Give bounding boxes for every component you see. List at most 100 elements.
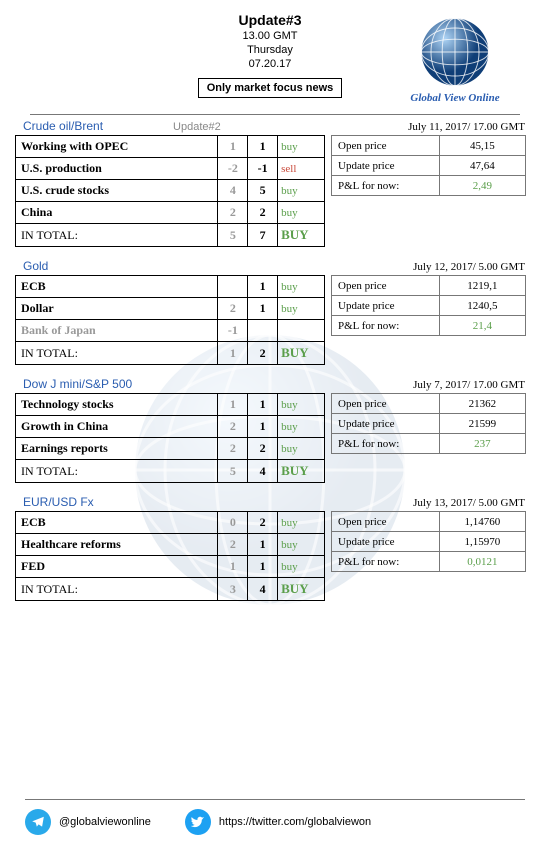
total-row: IN TOTAL:54BUY <box>16 460 325 483</box>
total-col1: 5 <box>218 460 248 483</box>
row-col1: 2 <box>218 202 248 224</box>
row-label: Working with OPEC <box>16 136 218 158</box>
section-update-tag: Update#2 <box>173 121 221 133</box>
market-section: EUR/USD FxJuly 13, 2017/ 5.00 GMTECB02bu… <box>0 495 550 601</box>
row-col2: 1 <box>248 416 278 438</box>
logo: Global View Online <box>390 12 520 104</box>
row-col1: 2 <box>218 416 248 438</box>
row-col1: 0 <box>218 512 248 534</box>
total-col2: 4 <box>248 460 278 483</box>
row-action: buy <box>278 136 325 158</box>
open-price-label: Open price <box>332 136 440 156</box>
pnl-value: 21,4 <box>439 316 525 336</box>
update-price-label: Update price <box>332 156 440 176</box>
row-col1: -1 <box>218 320 248 342</box>
twitter-icon[interactable] <box>185 809 211 835</box>
table-row: Open price21362 <box>332 394 526 414</box>
row-col2: 2 <box>248 438 278 460</box>
tagline-box: Only market focus news <box>198 78 343 98</box>
pnl-value: 0,0121 <box>439 552 525 572</box>
section-title: EUR/USD Fx <box>23 495 94 509</box>
market-section: Dow J mini/S&P 500July 7, 2017/ 17.00 GM… <box>0 377 550 483</box>
total-col1: 1 <box>218 342 248 365</box>
table-row: Healthcare reforms21buy <box>16 534 325 556</box>
row-col2: 1 <box>248 556 278 578</box>
row-col2: 5 <box>248 180 278 202</box>
update-title: Update#3 <box>150 12 390 28</box>
row-col1: -2 <box>218 158 248 180</box>
telegram-icon[interactable] <box>25 809 51 835</box>
footer: @globalviewonline https://twitter.com/gl… <box>0 809 550 835</box>
signals-table: ECB1buyDollar21buyBank of Japan-1IN TOTA… <box>15 275 325 365</box>
pnl-label: P&L for now: <box>332 434 440 454</box>
section-date: July 7, 2017/ 17.00 GMT <box>413 379 535 391</box>
row-col1: 2 <box>218 438 248 460</box>
total-action: BUY <box>278 578 325 601</box>
pnl-value: 2,49 <box>439 176 525 196</box>
table-row: P&L for now:2,49 <box>332 176 526 196</box>
total-label: IN TOTAL: <box>16 224 218 247</box>
row-label: FED <box>16 556 218 578</box>
open-price-label: Open price <box>332 512 440 532</box>
row-label: Bank of Japan <box>16 320 218 342</box>
row-action: buy <box>278 534 325 556</box>
section-title: Crude oil/Brent <box>23 119 103 133</box>
table-row: Open price1,14760 <box>332 512 526 532</box>
twitter-link[interactable]: https://twitter.com/globalviewon <box>219 816 371 828</box>
table-row: Growth in China21buy <box>16 416 325 438</box>
telegram-handle[interactable]: @globalviewonline <box>59 816 151 828</box>
table-row: Update price1,15970 <box>332 532 526 552</box>
row-action: buy <box>278 512 325 534</box>
total-label: IN TOTAL: <box>16 578 218 601</box>
total-label: IN TOTAL: <box>16 460 218 483</box>
open-price-value: 21362 <box>439 394 525 414</box>
row-col1: 2 <box>218 534 248 556</box>
row-col1 <box>218 276 248 298</box>
price-info-table: Open price21362Update price21599P&L for … <box>331 393 526 454</box>
row-label: U.S. production <box>16 158 218 180</box>
row-action: buy <box>278 416 325 438</box>
update-price-value: 21599 <box>439 414 525 434</box>
row-col2: 1 <box>248 534 278 556</box>
pnl-label: P&L for now: <box>332 316 440 336</box>
row-col2: 2 <box>248 512 278 534</box>
logo-text: Global View Online <box>390 92 520 104</box>
row-col1: 1 <box>218 556 248 578</box>
row-label: China <box>16 202 218 224</box>
row-col2: -1 <box>248 158 278 180</box>
update-price-label: Update price <box>332 414 440 434</box>
price-info-table: Open price1,14760Update price1,15970P&L … <box>331 511 526 572</box>
pnl-value: 237 <box>439 434 525 454</box>
total-col2: 4 <box>248 578 278 601</box>
row-action: buy <box>278 180 325 202</box>
row-col1: 1 <box>218 136 248 158</box>
row-col2: 1 <box>248 136 278 158</box>
total-col1: 3 <box>218 578 248 601</box>
row-col2 <box>248 320 278 342</box>
table-row: P&L for now:21,4 <box>332 316 526 336</box>
update-price-value: 1240,5 <box>439 296 525 316</box>
total-col1: 5 <box>218 224 248 247</box>
table-row: P&L for now:237 <box>332 434 526 454</box>
update-time: 13.00 GMT <box>150 30 390 42</box>
row-label: U.S. crude stocks <box>16 180 218 202</box>
table-row: Open price45,15 <box>332 136 526 156</box>
signals-table: Working with OPEC11buyU.S. production-2-… <box>15 135 325 247</box>
total-action: BUY <box>278 342 325 365</box>
section-title: Gold <box>23 259 48 273</box>
update-day: Thursday <box>150 44 390 56</box>
table-row: Update price1240,5 <box>332 296 526 316</box>
price-info-table: Open price1219,1Update price1240,5P&L fo… <box>331 275 526 336</box>
row-col1: 4 <box>218 180 248 202</box>
update-price-value: 47,64 <box>439 156 525 176</box>
table-row: Open price1219,1 <box>332 276 526 296</box>
open-price-value: 45,15 <box>439 136 525 156</box>
update-price-label: Update price <box>332 532 440 552</box>
table-row: Update price47,64 <box>332 156 526 176</box>
table-row: China22buy <box>16 202 325 224</box>
row-action: buy <box>278 438 325 460</box>
open-price-label: Open price <box>332 394 440 414</box>
table-row: Dollar21buy <box>16 298 325 320</box>
row-label: Dollar <box>16 298 218 320</box>
pnl-label: P&L for now: <box>332 552 440 572</box>
